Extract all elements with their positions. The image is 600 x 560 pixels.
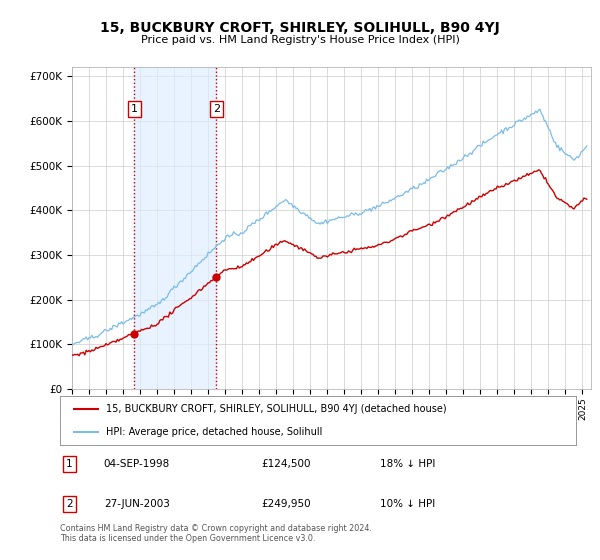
Text: 15, BUCKBURY CROFT, SHIRLEY, SOLIHULL, B90 4YJ: 15, BUCKBURY CROFT, SHIRLEY, SOLIHULL, B… (100, 21, 500, 35)
Text: 1: 1 (66, 459, 73, 469)
Text: £249,950: £249,950 (261, 499, 311, 509)
Text: Contains HM Land Registry data © Crown copyright and database right 2024.
This d: Contains HM Land Registry data © Crown c… (60, 524, 372, 543)
Text: 27-JUN-2003: 27-JUN-2003 (104, 499, 170, 509)
Text: 15, BUCKBURY CROFT, SHIRLEY, SOLIHULL, B90 4YJ (detached house): 15, BUCKBURY CROFT, SHIRLEY, SOLIHULL, B… (106, 404, 447, 414)
Text: £124,500: £124,500 (261, 459, 311, 469)
Text: 1: 1 (131, 104, 138, 114)
Text: HPI: Average price, detached house, Solihull: HPI: Average price, detached house, Soli… (106, 427, 323, 437)
Text: 2: 2 (213, 104, 220, 114)
Text: 10% ↓ HPI: 10% ↓ HPI (380, 499, 435, 509)
Text: Price paid vs. HM Land Registry's House Price Index (HPI): Price paid vs. HM Land Registry's House … (140, 35, 460, 45)
Text: 2: 2 (66, 499, 73, 509)
Text: 18% ↓ HPI: 18% ↓ HPI (380, 459, 435, 469)
Text: 04-SEP-1998: 04-SEP-1998 (104, 459, 170, 469)
Bar (134, 67, 217, 389)
